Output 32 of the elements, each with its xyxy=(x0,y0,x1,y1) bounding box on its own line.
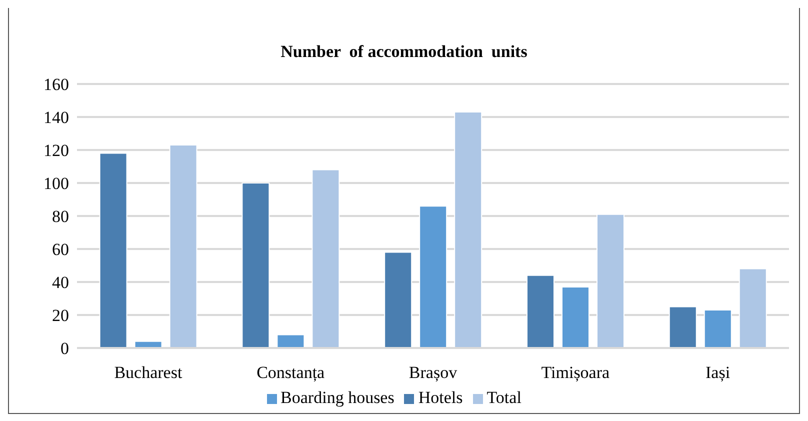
bar xyxy=(276,334,305,348)
y-tick-label: 40 xyxy=(52,273,69,292)
bar xyxy=(99,152,128,348)
y-tick-label: 140 xyxy=(44,108,69,128)
bar xyxy=(312,169,340,348)
legend-label: Total xyxy=(486,388,522,407)
bar xyxy=(668,306,697,348)
legend-label: Hotels xyxy=(418,388,463,407)
legend-label: Boarding houses xyxy=(280,388,394,407)
bar xyxy=(384,252,412,348)
y-tick-label: 120 xyxy=(44,141,69,160)
x-tick-label: Bucharest xyxy=(114,363,182,382)
y-tick-label: 60 xyxy=(52,240,69,260)
bar xyxy=(704,310,732,348)
bar xyxy=(419,206,448,348)
bar xyxy=(738,268,767,348)
bar xyxy=(169,144,198,348)
chart-title: Number of accommodation units xyxy=(280,42,528,62)
bar xyxy=(454,112,482,348)
x-tick-label: Timișoara xyxy=(541,363,610,382)
x-tick-label: Brașov xyxy=(408,363,458,382)
bar xyxy=(596,214,624,348)
y-tick-label: 80 xyxy=(52,207,69,226)
y-tick-label: 100 xyxy=(44,174,69,194)
bar xyxy=(561,286,590,348)
y-tick-label: 0 xyxy=(60,339,69,358)
y-tick-label: 160 xyxy=(44,75,69,94)
x-tick-label: Iași xyxy=(706,363,730,382)
y-tick-label: 20 xyxy=(52,306,69,326)
bar xyxy=(242,182,270,348)
bar xyxy=(526,274,554,348)
x-tick-label: Constanța xyxy=(256,363,326,382)
